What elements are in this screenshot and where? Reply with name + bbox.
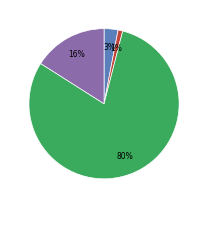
Wedge shape xyxy=(104,30,123,104)
Wedge shape xyxy=(29,31,179,179)
Wedge shape xyxy=(104,29,118,104)
Text: 1%: 1% xyxy=(110,44,122,53)
Text: 80%: 80% xyxy=(116,152,133,161)
Text: 16%: 16% xyxy=(69,50,85,59)
Wedge shape xyxy=(41,29,104,104)
Text: 3%: 3% xyxy=(103,43,115,52)
